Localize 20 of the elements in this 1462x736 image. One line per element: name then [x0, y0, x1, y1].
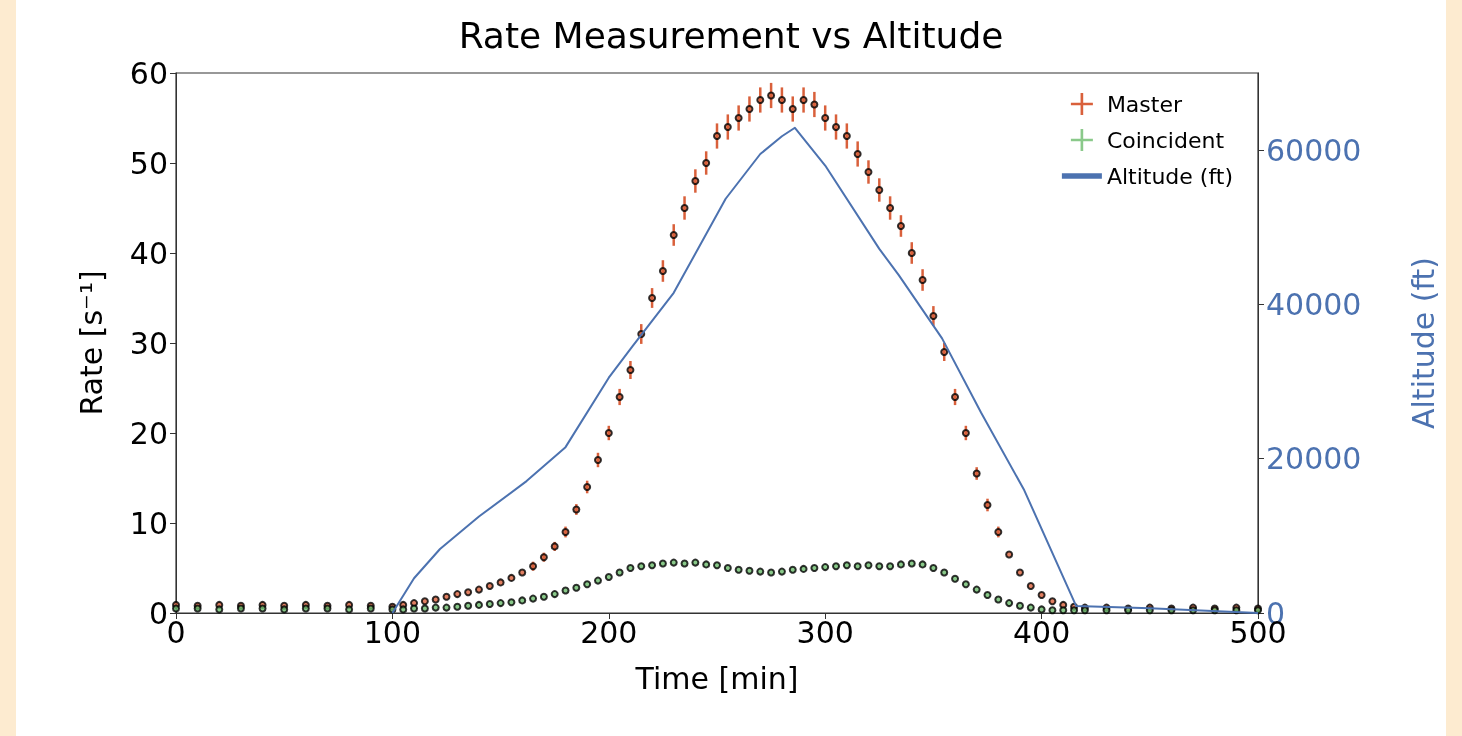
y2-axis-title: Altitude (ft)	[1405, 257, 1441, 429]
legend-label: Master	[1106, 91, 1183, 117]
x-tick-label: 200	[580, 614, 638, 650]
y2-tick-label: 40000	[1266, 286, 1362, 322]
y-axis-title: Rate [s⁻¹]	[73, 270, 109, 416]
y-tick-label: 40	[129, 235, 168, 271]
y-tick-label: 10	[129, 505, 168, 541]
y2-tick-label: 20000	[1266, 441, 1362, 477]
x-tick-label: 100	[363, 614, 422, 650]
x-tick-label: 300	[796, 614, 854, 650]
legend-label: Altitude (ft)	[1106, 163, 1234, 189]
y-tick-label: 20	[129, 415, 168, 451]
x-tick-label: 400	[1012, 614, 1071, 650]
y-tick-label: 30	[129, 325, 168, 361]
y-tick-label: 50	[129, 145, 168, 181]
y2-tick-label: 60000	[1266, 132, 1362, 168]
legend-label: Coincident	[1106, 127, 1225, 153]
x-axis-title: Time [min]	[634, 660, 799, 696]
chart-title: Rate Measurement vs Altitude	[458, 14, 1004, 56]
y-tick-label: 60	[129, 55, 168, 91]
